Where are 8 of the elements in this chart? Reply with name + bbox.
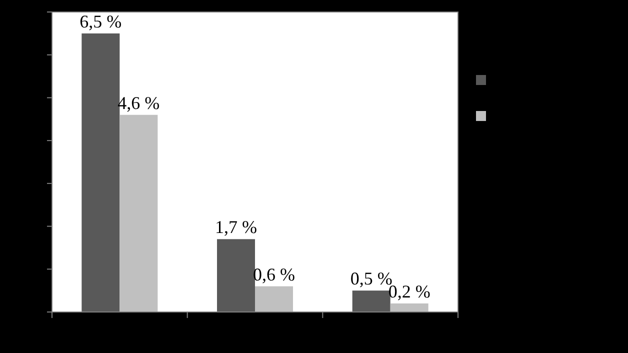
bar	[255, 286, 293, 312]
bar	[82, 33, 120, 312]
bar	[352, 290, 390, 312]
data-label: 1,7 %	[215, 217, 257, 238]
data-label: 6,5 %	[80, 11, 122, 32]
bar	[120, 114, 158, 312]
bar	[217, 239, 255, 312]
bar	[390, 303, 428, 312]
